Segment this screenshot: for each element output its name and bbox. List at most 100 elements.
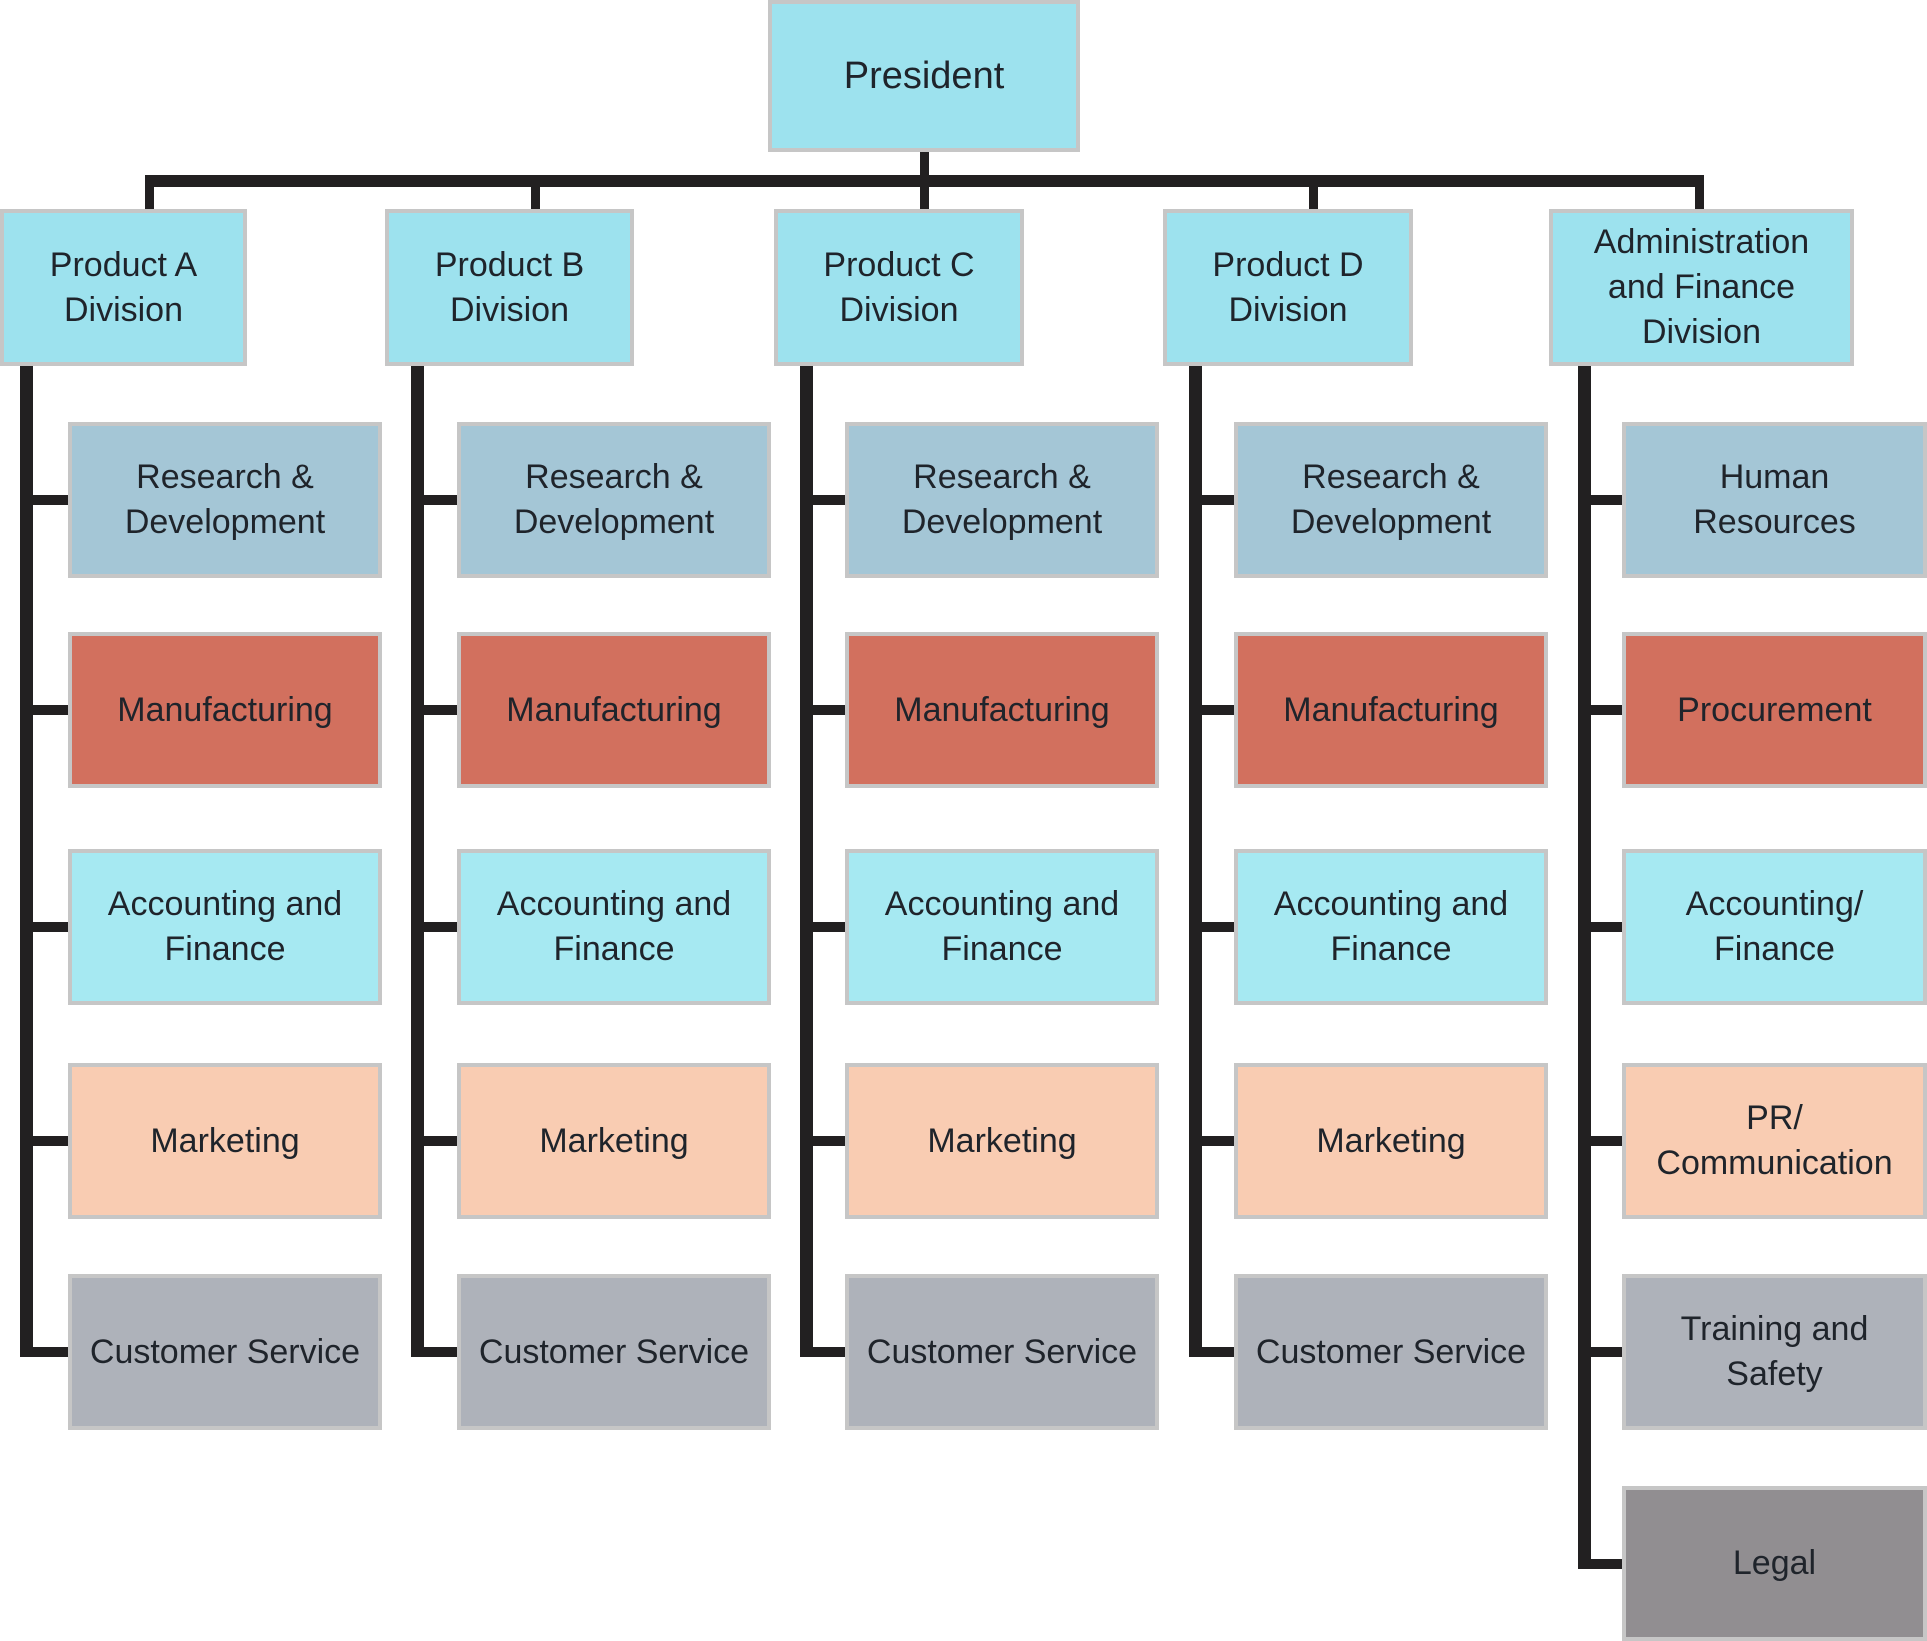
node-product-c-customer-service: Customer Service xyxy=(845,1274,1159,1430)
connector-a-row5-stub xyxy=(20,1347,78,1357)
node-product-c-division: Product C Division xyxy=(774,209,1024,366)
node-product-d-customer-service: Customer Service xyxy=(1234,1274,1548,1430)
node-label: Customer Service xyxy=(89,1332,361,1371)
node-product-d-accounting-finance: Accounting and Finance xyxy=(1234,849,1548,1005)
node-product-b-customer-service: Customer Service xyxy=(457,1274,771,1430)
connector-d-row1-stub xyxy=(1189,495,1245,505)
connector-b-row4-stub xyxy=(411,1136,467,1146)
node-admin-training-safety: Training and Safety xyxy=(1622,1274,1927,1430)
node-product-c-research-development: Research & Development xyxy=(845,422,1159,578)
node-admin-accounting-finance: Accounting/ Finance xyxy=(1622,849,1927,1005)
node-label: Manufacturing xyxy=(117,690,333,729)
node-product-b-division: Product B Division xyxy=(385,209,634,366)
connector-trunk xyxy=(145,175,1704,187)
connector-e-row1-stub xyxy=(1578,495,1632,505)
node-label: Research & Development xyxy=(901,458,1103,541)
node-label: Administration and Finance Division xyxy=(1593,223,1810,351)
node-label: Accounting and Finance xyxy=(1273,885,1509,968)
node-label: Human Resources xyxy=(1693,458,1856,541)
connector-e-row5-stub xyxy=(1578,1347,1632,1357)
node-label: Product D Division xyxy=(1212,245,1364,329)
node-label: Procurement xyxy=(1677,690,1872,729)
connector-b-row3-stub xyxy=(411,922,467,932)
node-label: President xyxy=(843,54,1005,97)
node-label: Manufacturing xyxy=(1283,690,1499,729)
connector-e-row2-stub xyxy=(1578,705,1632,715)
connector-d-row5-stub xyxy=(1189,1347,1245,1357)
node-product-a-division: Product A Division xyxy=(0,209,247,366)
connector-b-row2-stub xyxy=(411,705,467,715)
node-product-d-manufacturing: Manufacturing xyxy=(1234,632,1548,788)
connector-c-row1-stub xyxy=(800,495,856,505)
connector-division-stub-b xyxy=(531,175,540,213)
connector-a-row1-stub xyxy=(20,495,78,505)
node-admin-human-resources: Human Resources xyxy=(1622,422,1927,578)
connector-a-row2-stub xyxy=(20,705,78,715)
connector-c-row4-stub xyxy=(800,1136,856,1146)
node-label: Customer Service xyxy=(1255,1332,1527,1371)
node-product-d-research-development: Research & Development xyxy=(1234,422,1548,578)
node-admin-pr-communication: PR/ Communication xyxy=(1622,1063,1927,1219)
connector-e-row3-stub xyxy=(1578,922,1632,932)
connector-a-row3-stub xyxy=(20,922,78,932)
connector-a-row4-stub xyxy=(20,1136,78,1146)
connector-column-line-c xyxy=(800,358,813,1357)
node-label: Research & Development xyxy=(124,458,326,541)
connector-c-row2-stub xyxy=(800,705,856,715)
node-label: Marketing xyxy=(150,1121,300,1160)
node-product-b-manufacturing: Manufacturing xyxy=(457,632,771,788)
node-label: Legal xyxy=(1732,1544,1817,1583)
node-product-d-marketing: Marketing xyxy=(1234,1063,1548,1219)
node-admin-procurement: Procurement xyxy=(1622,632,1927,788)
node-label: Manufacturing xyxy=(506,690,722,729)
node-label: Product A Division xyxy=(49,245,198,329)
connector-column-line-a xyxy=(20,358,33,1357)
node-label: Customer Service xyxy=(478,1332,750,1371)
node-product-a-research-development: Research & Development xyxy=(68,422,382,578)
node-label: Product B Division xyxy=(434,245,585,329)
node-label: Accounting and Finance xyxy=(884,885,1120,968)
node-president: President xyxy=(768,0,1080,152)
node-label: Customer Service xyxy=(866,1332,1138,1371)
connector-column-line-b xyxy=(411,358,424,1357)
connector-e-row4-stub xyxy=(1578,1136,1632,1146)
node-product-b-research-development: Research & Development xyxy=(457,422,771,578)
node-product-b-accounting-finance: Accounting and Finance xyxy=(457,849,771,1005)
connector-e-row6-stub xyxy=(1578,1559,1632,1569)
connector-c-row3-stub xyxy=(800,922,856,932)
connector-d-row4-stub xyxy=(1189,1136,1245,1146)
node-product-a-marketing: Marketing xyxy=(68,1063,382,1219)
connector-b-row1-stub xyxy=(411,495,467,505)
node-admin-legal: Legal xyxy=(1622,1486,1927,1641)
node-label: Research & Development xyxy=(1290,458,1492,541)
node-product-c-accounting-finance: Accounting and Finance xyxy=(845,849,1159,1005)
node-product-d-division: Product D Division xyxy=(1163,209,1413,366)
connector-division-stub-a xyxy=(145,175,154,213)
connector-column-line-d xyxy=(1189,358,1202,1357)
node-label: PR/ Communication xyxy=(1656,1099,1893,1182)
node-product-a-manufacturing: Manufacturing xyxy=(68,632,382,788)
node-product-a-accounting-finance: Accounting and Finance xyxy=(68,849,382,1005)
connector-b-row5-stub xyxy=(411,1347,467,1357)
node-label: Accounting and Finance xyxy=(107,885,343,968)
node-label: Accounting and Finance xyxy=(496,885,732,968)
node-product-c-marketing: Marketing xyxy=(845,1063,1159,1219)
node-label: Marketing xyxy=(927,1121,1077,1160)
connector-c-row5-stub xyxy=(800,1347,856,1357)
node-label: Manufacturing xyxy=(894,690,1110,729)
connector-division-stub-d xyxy=(1309,175,1318,213)
connector-column-line-e xyxy=(1578,358,1591,1569)
node-label: Marketing xyxy=(1316,1121,1466,1160)
node-label: Marketing xyxy=(539,1121,689,1160)
node-product-b-marketing: Marketing xyxy=(457,1063,771,1219)
node-label: Training and Safety xyxy=(1680,1310,1869,1393)
connector-d-row2-stub xyxy=(1189,705,1245,715)
connector-division-stub-e xyxy=(1695,175,1704,213)
node-label: Research & Development xyxy=(513,458,715,541)
node-admin-finance-division: Administration and Finance Division xyxy=(1549,209,1854,366)
node-product-a-customer-service: Customer Service xyxy=(68,1274,382,1430)
connector-d-row3-stub xyxy=(1189,922,1245,932)
node-label: Product C Division xyxy=(823,245,975,329)
node-label: Accounting/ Finance xyxy=(1685,885,1864,968)
